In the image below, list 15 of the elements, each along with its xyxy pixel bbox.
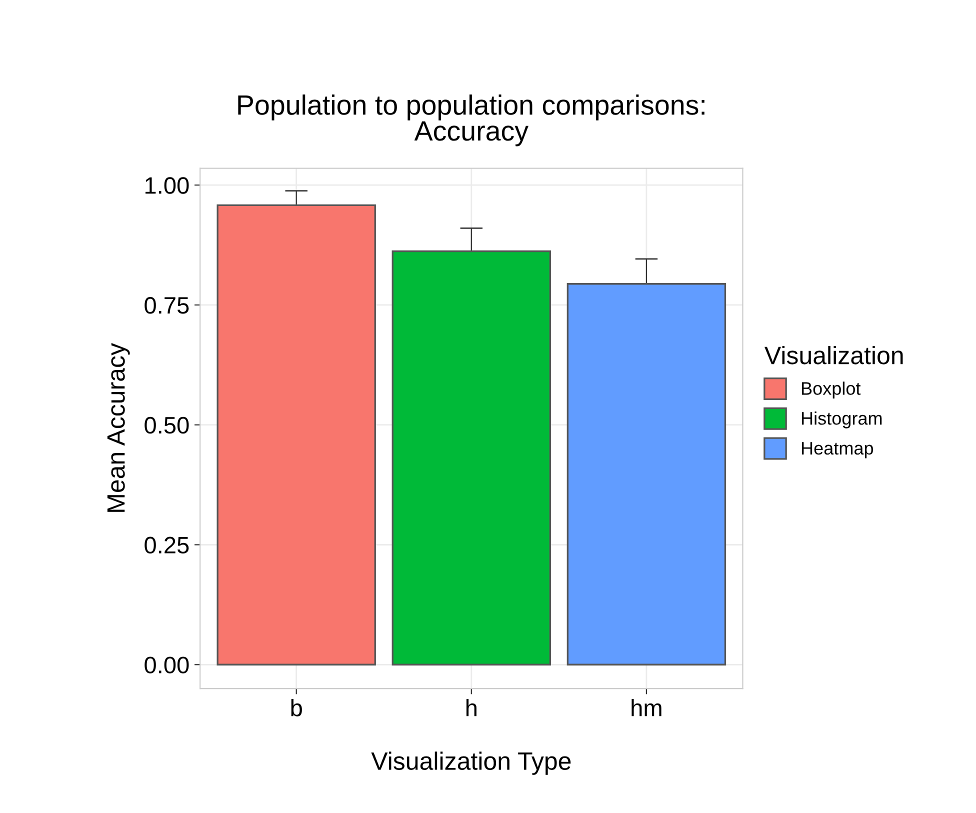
legend-title: Visualization	[764, 346, 903, 364]
x-tick-label: h	[466, 699, 476, 716]
y-tick-label: 1.00	[146, 177, 189, 194]
y-tick-label: 0.75	[144, 297, 189, 314]
legend-label: Boxplot	[802, 382, 861, 398]
y-tick-label: 0.25	[144, 536, 189, 554]
chart-title: Population to population comparisons: Accuracy	[238, 94, 704, 146]
y-axis-title: Mean Accuracy	[107, 343, 130, 512]
x-tick-label: hm	[632, 699, 662, 716]
y-tick-label: 0.50	[144, 416, 189, 434]
legend-label: Histogram	[802, 412, 882, 428]
x-tick-label: b	[291, 699, 302, 716]
y-tick-label: 0.00	[144, 656, 189, 674]
legend-label: Heatmap	[802, 442, 874, 458]
x-axis-title: Visualization Type	[371, 752, 571, 775]
